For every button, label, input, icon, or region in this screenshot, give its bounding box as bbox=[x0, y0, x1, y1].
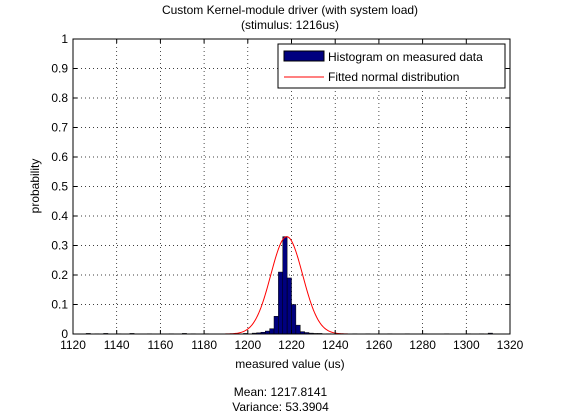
axis-ticks: 1120 1140 1160 1180 1200 1220 1240 1260 1280 1300… bbox=[51, 32, 523, 352]
mean-annotation: Mean: 1217.8141 bbox=[233, 385, 328, 399]
y-tick-label: 0.8 bbox=[51, 91, 68, 105]
y-tick-label: 0.9 bbox=[51, 62, 68, 76]
y-tick-label: 0.2 bbox=[51, 268, 68, 282]
y-axis-label: probability bbox=[28, 159, 42, 214]
legend-histogram-label: Histogram on measured data bbox=[328, 50, 483, 64]
y-tick-label: 0.6 bbox=[51, 150, 68, 164]
histogram-bar bbox=[291, 304, 297, 335]
y-tick-label: 0 bbox=[61, 327, 68, 341]
histogram-bar bbox=[269, 328, 275, 335]
x-tick-label: 1160 bbox=[147, 338, 173, 352]
x-tick-label: 1220 bbox=[278, 338, 305, 352]
histogram-bar bbox=[286, 277, 292, 335]
y-tick-label: 0.5 bbox=[51, 180, 68, 194]
y-tick-label: 0.1 bbox=[51, 298, 68, 312]
chart-title-line-1: Custom Kernel-module driver (with system… bbox=[162, 3, 418, 17]
legend-fit-label: Fitted normal distribution bbox=[328, 70, 459, 84]
variance-annotation: Variance: 53.3904 bbox=[232, 400, 329, 414]
x-tick-label: 1300 bbox=[453, 338, 480, 352]
x-axis-label: measured value (us) bbox=[235, 357, 344, 371]
x-tick-label: 1260 bbox=[366, 338, 393, 352]
x-tick-label: 1120 bbox=[60, 338, 86, 352]
y-tick-label: 0.4 bbox=[51, 209, 68, 223]
histogram-bar bbox=[295, 324, 301, 335]
x-tick-label: 1320 bbox=[497, 338, 524, 352]
x-tick-label: 1180 bbox=[191, 338, 217, 352]
x-tick-label: 1140 bbox=[104, 338, 130, 352]
x-tick-label: 1240 bbox=[322, 338, 349, 352]
histogram-bar bbox=[282, 236, 288, 335]
y-tick-label: 0.7 bbox=[51, 121, 68, 135]
x-tick-label: 1280 bbox=[409, 338, 436, 352]
y-tick-label: 0.3 bbox=[51, 239, 68, 253]
histogram-bar bbox=[273, 316, 279, 335]
legend-histogram-swatch bbox=[283, 50, 325, 62]
legend: Histogram on measured data Fitted normal… bbox=[277, 43, 506, 89]
x-tick-label: 1200 bbox=[234, 338, 261, 352]
histogram-bar bbox=[278, 271, 284, 335]
chart-title-line-2: (stimulus: 1216us) bbox=[241, 18, 339, 32]
y-tick-label: 1 bbox=[61, 32, 68, 46]
